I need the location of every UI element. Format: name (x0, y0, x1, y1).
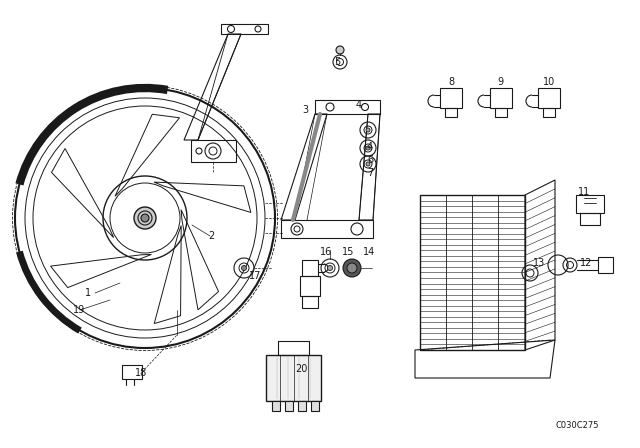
Polygon shape (266, 355, 321, 401)
Text: 19: 19 (73, 305, 85, 315)
Text: 6: 6 (367, 155, 373, 165)
Circle shape (347, 263, 357, 273)
Text: 10: 10 (543, 77, 556, 87)
Polygon shape (272, 401, 280, 411)
Text: 4: 4 (367, 142, 373, 152)
Text: 13: 13 (533, 258, 545, 268)
Text: 16: 16 (320, 247, 332, 257)
Circle shape (366, 146, 370, 150)
Text: 14: 14 (363, 247, 375, 257)
Polygon shape (285, 401, 293, 411)
Text: C030C275: C030C275 (556, 421, 600, 430)
Circle shape (134, 207, 156, 229)
Text: 3: 3 (302, 105, 308, 115)
Text: 9: 9 (497, 77, 503, 87)
Polygon shape (311, 401, 319, 411)
Text: 8: 8 (448, 77, 454, 87)
Text: 18: 18 (135, 368, 147, 378)
Polygon shape (298, 401, 306, 411)
Circle shape (336, 46, 344, 54)
Circle shape (328, 266, 333, 271)
Text: 17: 17 (249, 271, 261, 281)
Text: 11: 11 (578, 187, 590, 197)
Text: 1: 1 (85, 288, 91, 298)
Circle shape (366, 128, 370, 132)
Text: 12: 12 (580, 258, 593, 268)
Text: 15: 15 (342, 247, 355, 257)
Circle shape (366, 162, 370, 166)
Circle shape (343, 259, 361, 277)
Text: 4: 4 (356, 100, 362, 110)
Text: 2: 2 (208, 231, 214, 241)
Circle shape (141, 214, 149, 222)
Circle shape (241, 266, 246, 271)
Text: 20: 20 (295, 364, 307, 374)
Text: 5: 5 (334, 57, 340, 67)
Text: 7: 7 (367, 168, 373, 178)
